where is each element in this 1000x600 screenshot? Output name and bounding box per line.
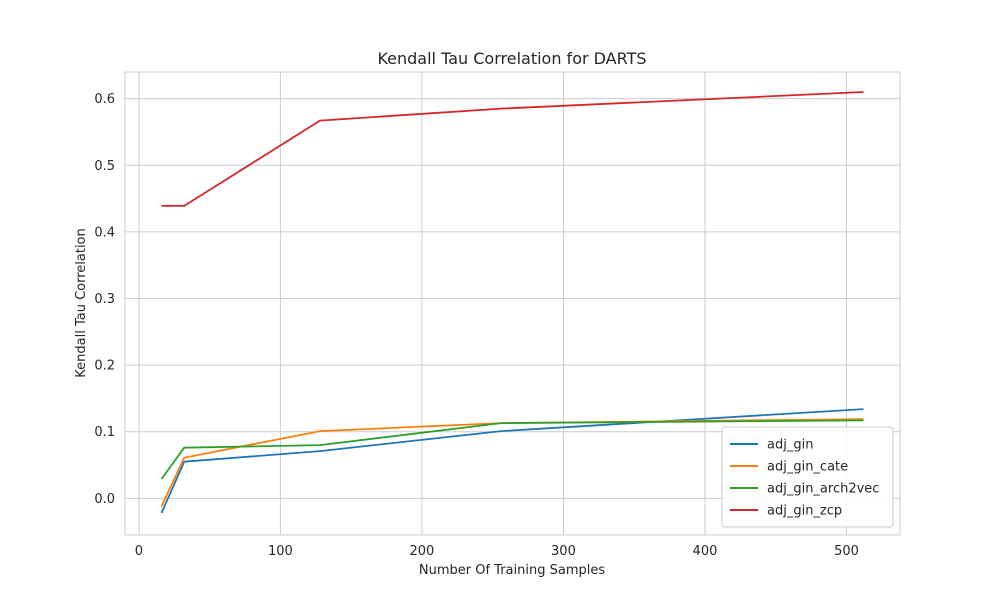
x-tick-label: 300 xyxy=(551,544,576,559)
legend-label: adj_gin_zcp xyxy=(767,504,842,519)
x-tick-label: 0 xyxy=(135,544,143,559)
y-tick-label: 0.5 xyxy=(94,159,115,174)
legend-label: adj_gin_cate xyxy=(767,460,848,475)
y-tick-label: 0.4 xyxy=(94,225,115,240)
y-tick-label: 0.3 xyxy=(94,292,115,307)
x-tick-label: 400 xyxy=(693,544,718,559)
series-lines xyxy=(160,91,864,514)
legend-label: adj_gin xyxy=(767,438,813,453)
x-tick-label: 200 xyxy=(410,544,435,559)
plot-frame xyxy=(124,71,901,536)
legend-box xyxy=(721,426,894,528)
series-line-adj_gin_zcp xyxy=(161,91,864,207)
y-tick-label: 0.1 xyxy=(94,425,115,440)
y-axis-ticks: 0.0 0.1 0.2 0.3 0.4 0.5 0.6 xyxy=(94,92,115,507)
legend: adj_gin adj_gin_cate adj_gin_arch2vec adj_g… xyxy=(721,426,894,528)
x-axis-ticks: 0 100 200 300 400 500 xyxy=(135,544,859,559)
x-tick-label: 500 xyxy=(834,544,859,559)
y-axis-label: Kendall Tau Correlation xyxy=(74,228,89,378)
y-tick-label: 0.2 xyxy=(94,359,115,374)
y-tick-label: 0.6 xyxy=(94,92,115,107)
chart-title: Kendall Tau Correlation for DARTS xyxy=(377,49,646,68)
legend-label: adj_gin_arch2vec xyxy=(767,482,879,497)
x-axis-label: Number Of Training Samples xyxy=(419,563,605,578)
y-tick-label: 0.0 xyxy=(94,492,115,507)
series-line-adj_gin xyxy=(160,408,864,514)
x-tick-label: 100 xyxy=(268,544,293,559)
series-line-adj_gin_arch2vec xyxy=(160,419,864,480)
